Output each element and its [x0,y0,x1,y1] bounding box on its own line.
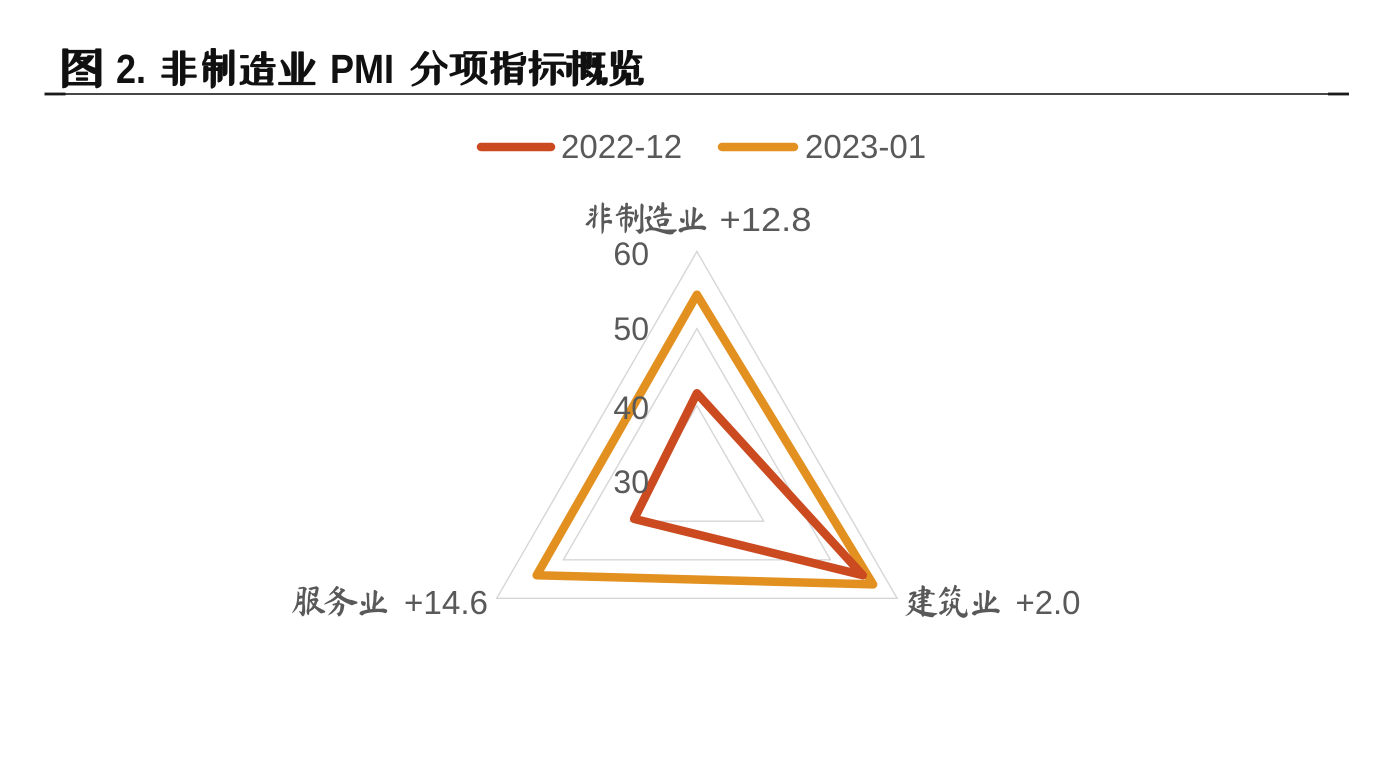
svg-text:40: 40 [613,390,649,426]
svg-text:2.: 2. [116,46,146,92]
svg-text:PMI: PMI [330,46,394,92]
svg-text:2022-12: 2022-12 [561,128,682,165]
svg-text:+14.6: +14.6 [404,584,488,621]
svg-text:60: 60 [613,236,649,272]
svg-text:30: 30 [613,464,649,500]
svg-text:+2.0: +2.0 [1016,584,1081,621]
svg-text:50: 50 [613,311,649,347]
svg-text:+12.8: +12.8 [720,201,812,238]
svg-text:2023-01: 2023-01 [805,128,926,165]
